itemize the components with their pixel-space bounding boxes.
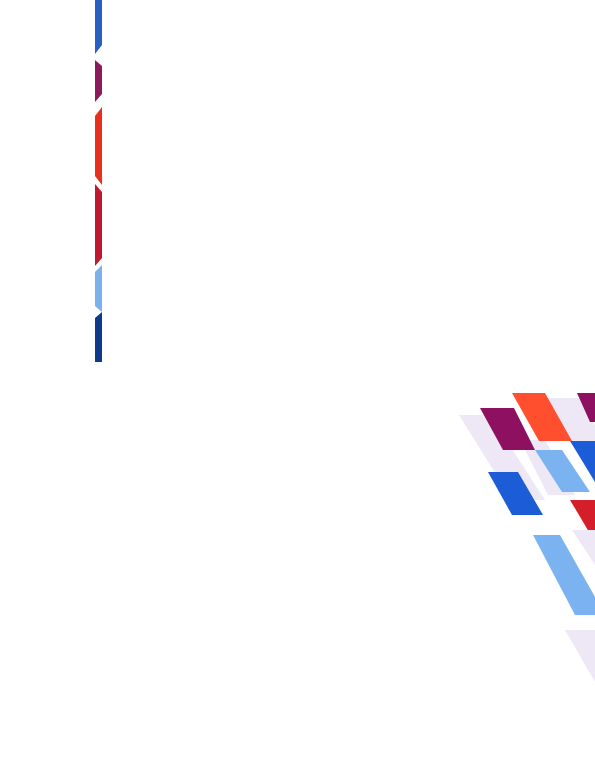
tile: [570, 441, 595, 482]
stripe-segment: [95, 184, 102, 266]
stripe-segment: [95, 312, 102, 362]
stripe-segment: [95, 265, 102, 312]
tile: [577, 393, 595, 422]
corner-pattern: [459, 393, 595, 682]
tile: [535, 450, 590, 492]
stripe-segment: [95, 0, 102, 54]
tile: [565, 630, 595, 682]
tile: [533, 535, 595, 615]
stripe-segment: [95, 107, 102, 185]
tile: [459, 415, 545, 500]
stripe-segment: [95, 60, 102, 102]
tile: [572, 530, 595, 565]
tile: [480, 408, 535, 450]
tile: [512, 393, 572, 441]
left-stripe: [95, 0, 102, 362]
tile: [488, 472, 543, 515]
tile: [545, 398, 595, 455]
